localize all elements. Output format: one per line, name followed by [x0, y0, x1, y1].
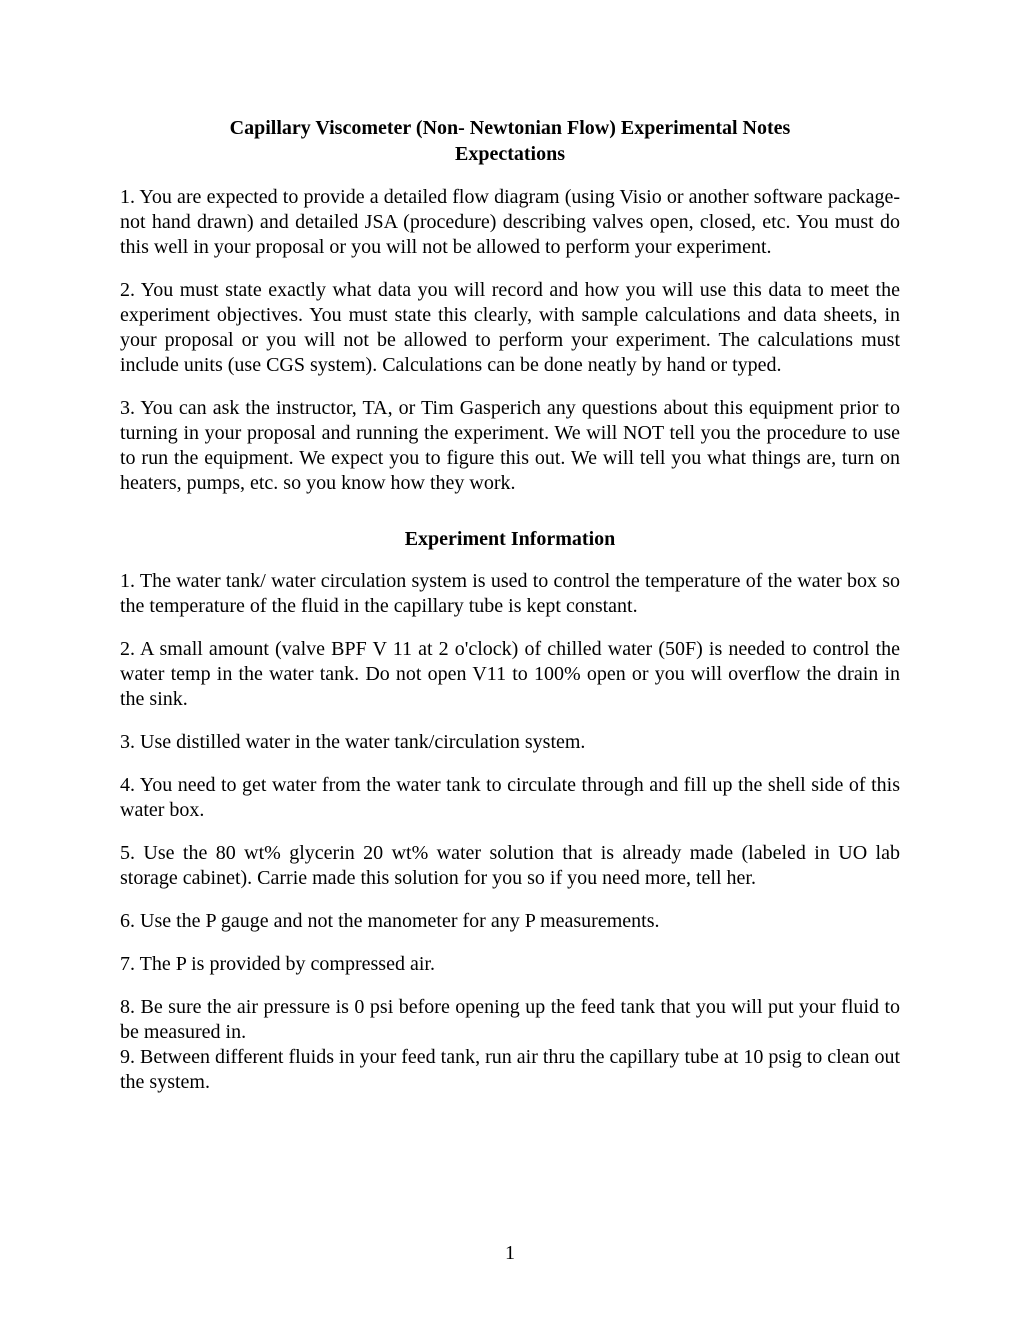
expectations-item-3: 3. You can ask the instructor, TA, or Ti…	[120, 396, 900, 496]
document-page: Capillary Viscometer (Non- Newtonian Flo…	[0, 0, 1020, 1320]
info-item-2: 2. A small amount (valve BPF V 11 at 2 o…	[120, 637, 900, 712]
info-item-6: 6. Use the P gauge and not the manometer…	[120, 909, 900, 934]
info-item-3: 3. Use distilled water in the water tank…	[120, 730, 900, 755]
expectations-item-1: 1. You are expected to provide a detaile…	[120, 185, 900, 260]
document-title: Capillary Viscometer (Non- Newtonian Flo…	[120, 115, 900, 167]
info-item-1: 1. The water tank/ water circulation sys…	[120, 569, 900, 619]
expectations-item-2: 2. You must state exactly what data you …	[120, 278, 900, 378]
experiment-info-heading: Experiment Information	[120, 528, 900, 551]
info-item-8: 8. Be sure the air pressure is 0 psi bef…	[120, 995, 900, 1045]
title-line-1: Capillary Viscometer (Non- Newtonian Flo…	[120, 115, 900, 141]
info-item-5: 5. Use the 80 wt% glycerin 20 wt% water …	[120, 841, 900, 891]
info-item-9: 9. Between different fluids in your feed…	[120, 1045, 900, 1095]
title-line-2: Expectations	[120, 141, 900, 167]
info-item-7: 7. The P is provided by compressed air.	[120, 952, 900, 977]
page-number: 1	[0, 1242, 1020, 1265]
info-item-4: 4. You need to get water from the water …	[120, 773, 900, 823]
